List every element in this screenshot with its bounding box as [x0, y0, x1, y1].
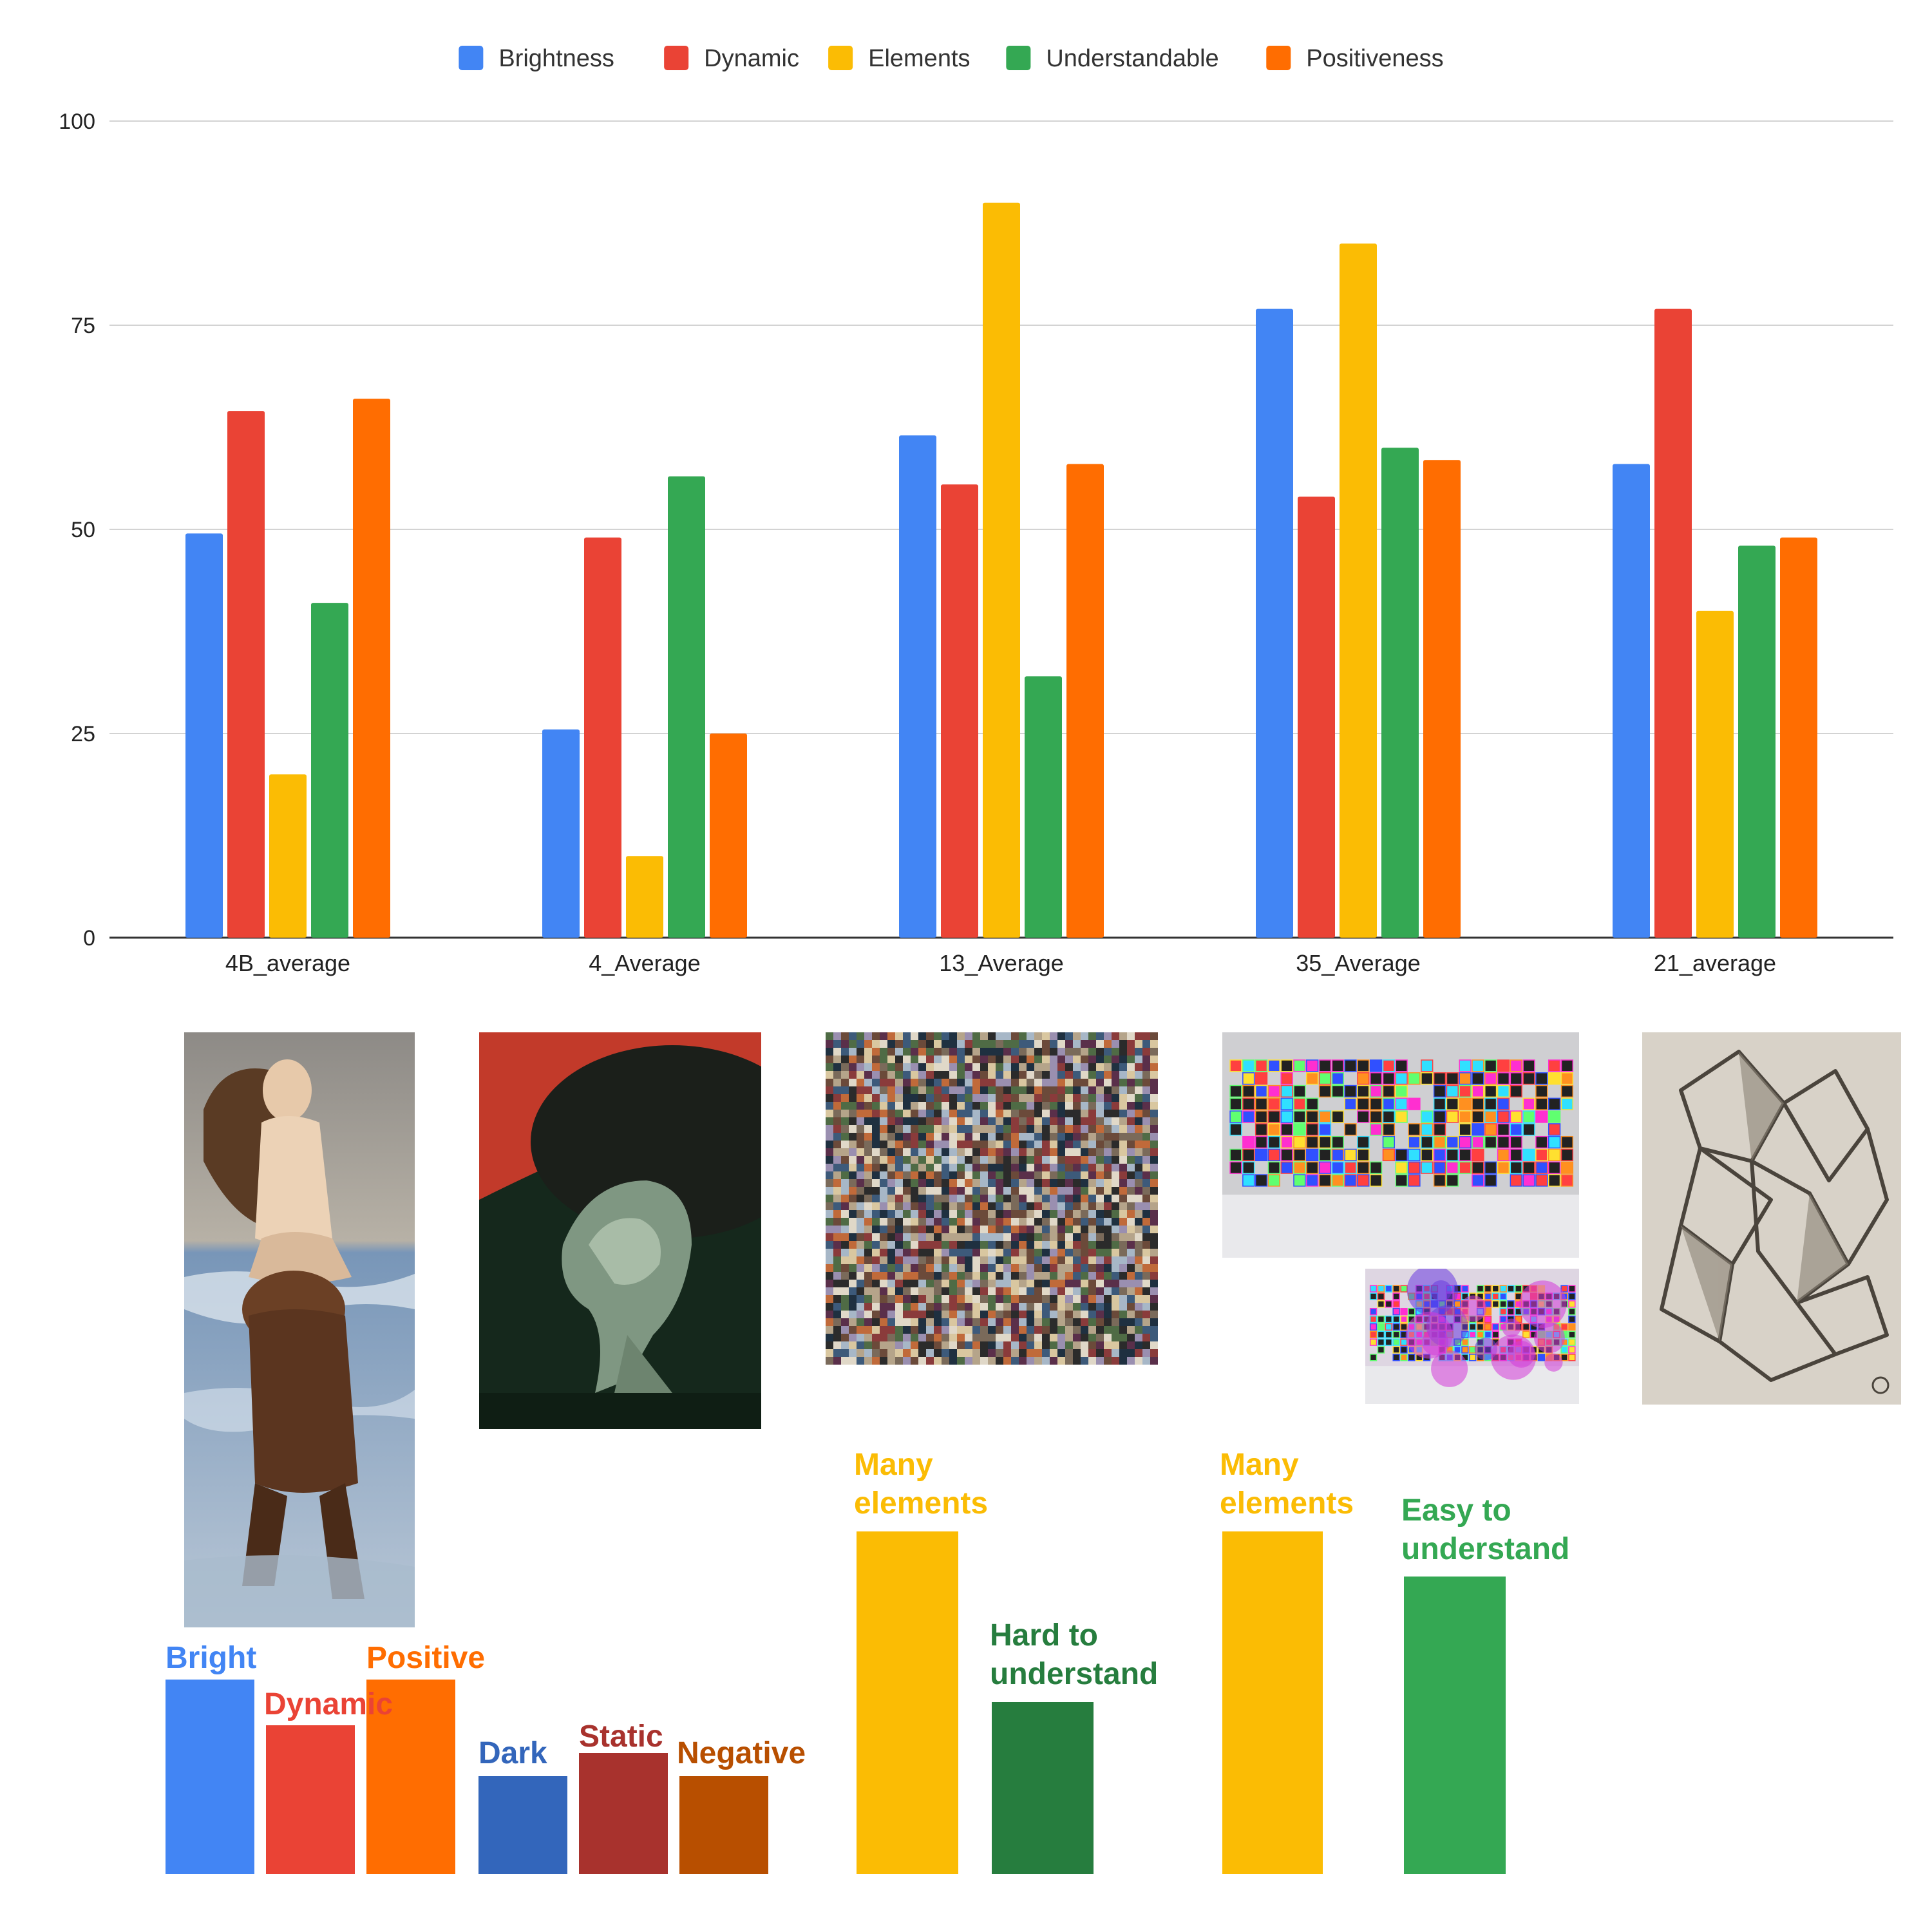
bar-brightness-21_average [1613, 464, 1650, 938]
legend-label: Dynamic [704, 45, 799, 72]
cubist-figures-drawing [1642, 1032, 1901, 1405]
bar-understandable-35_average [1381, 448, 1419, 938]
many-elements-bar-2 [1222, 1531, 1323, 1874]
bar-positiveness-35_average [1423, 460, 1461, 938]
hard-to-understand-label: Hard to understand [990, 1618, 1159, 1691]
bar-elements-35_average [1340, 243, 1377, 938]
dynamic-label: Dynamic [264, 1687, 393, 1721]
bar-positiveness-21_average [1780, 537, 1817, 938]
x-tick-label: 13_Average [939, 950, 1064, 976]
bar-understandable-13_average [1025, 676, 1062, 938]
many-elements-label-1: Many elements [854, 1448, 989, 1520]
bar-dynamic-21_average [1654, 308, 1692, 938]
bar-positiveness-13_average [1066, 464, 1104, 938]
x-tick-label: 4_Average [589, 950, 700, 976]
bar-brightness-4b_average [185, 533, 223, 938]
bar-brightness-4_average [542, 729, 580, 938]
static-bar [579, 1753, 668, 1874]
y-tick-label: 25 [71, 722, 95, 746]
bar-elements-4b_average [269, 774, 307, 938]
bar-understandable-4_average [668, 476, 705, 938]
x-tick-label: 4B_average [225, 950, 350, 976]
static-label: Static [579, 1719, 663, 1754]
x-tick-label: 35_Average [1296, 950, 1421, 976]
bar-brightness-35_average [1256, 308, 1293, 938]
hard-to-understand-bar [992, 1702, 1094, 1874]
bar-elements-21_average [1696, 611, 1734, 938]
dynamic-bar [266, 1725, 355, 1874]
legend-swatch [664, 46, 689, 70]
legend-swatch [459, 46, 484, 70]
legend-label: Brightness [498, 45, 614, 72]
bar-brightness-13_average [899, 435, 936, 938]
y-tick-label: 75 [71, 314, 95, 338]
bar-elements-13_average [983, 202, 1020, 938]
bar-dynamic-13_average [941, 484, 978, 938]
bar-dynamic-4b_average [227, 411, 265, 938]
dark-bar [478, 1776, 567, 1874]
legend-swatch [828, 46, 853, 70]
dark-label: Dark [478, 1736, 547, 1770]
legend-swatch [1266, 46, 1291, 70]
bright-label: Bright [166, 1641, 257, 1675]
negative-label: Negative [677, 1736, 806, 1770]
y-tick-label: 0 [83, 926, 95, 951]
many-elements-bar-1 [857, 1531, 958, 1874]
digital-collage-mosaic [826, 1032, 1158, 1365]
x-tick-label: 21_average [1654, 950, 1776, 976]
sea-creature-carrying-woman-painting [184, 1032, 415, 1627]
bar-positiveness-4b_average [353, 399, 390, 938]
bar-understandable-21_average [1738, 545, 1776, 938]
y-tick-label: 100 [59, 109, 95, 134]
negative-bar [679, 1776, 768, 1874]
easy-to-understand-label: Easy to understand [1401, 1493, 1570, 1566]
bright-bar [166, 1680, 254, 1874]
legend-label: Positiveness [1306, 45, 1443, 72]
bar-chart: 0 25 50 75 100 4B_average 4_Average 13_Average 3… [59, 45, 1893, 976]
bar-dynamic-4_average [584, 537, 621, 938]
legend-label: Elements [868, 45, 970, 72]
many-elements-label-2: Many elements [1220, 1448, 1354, 1520]
bar-understandable-4b_average [311, 603, 348, 938]
bar-dynamic-35_average [1298, 497, 1335, 938]
positive-label: Positive [366, 1641, 486, 1675]
legend-swatch [1006, 46, 1031, 70]
bar-positiveness-4_average [710, 734, 747, 938]
easy-to-understand-bar [1404, 1577, 1506, 1874]
positive-bar [366, 1680, 455, 1874]
neon-map-installation-overlay-photo [1365, 1269, 1579, 1404]
neon-map-installation-photo [1222, 1032, 1579, 1258]
man-pushing-boulder-painting [479, 1032, 761, 1429]
legend-label: Understandable [1046, 45, 1218, 72]
bar-elements-4_average [626, 856, 663, 938]
y-tick-label: 50 [71, 518, 95, 542]
